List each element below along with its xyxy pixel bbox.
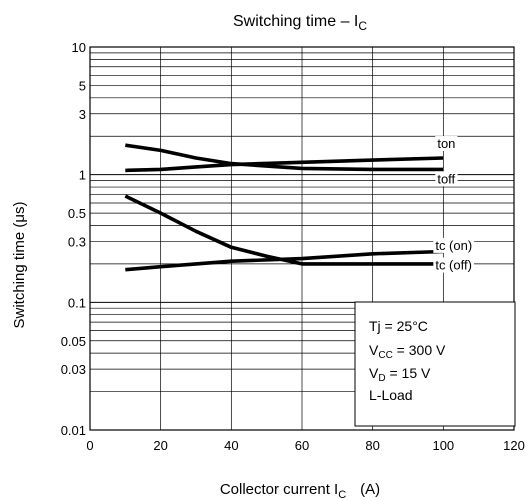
series-label-tc-off: tc (off) bbox=[435, 258, 472, 273]
y-tick-label: 0.05 bbox=[61, 334, 86, 349]
x-tick-label: 40 bbox=[224, 438, 238, 453]
series-label-bg bbox=[433, 257, 474, 273]
x-axis-label-sub: C bbox=[338, 489, 346, 501]
x-axis-label-main: Collector current I bbox=[220, 481, 338, 498]
y-tick-label: 0.03 bbox=[61, 362, 86, 377]
y-tick-label: 5 bbox=[79, 78, 86, 93]
y-tick-label: 0.1 bbox=[68, 295, 86, 310]
series-lines bbox=[124, 143, 444, 272]
x-tick-label: 80 bbox=[365, 438, 379, 453]
y-tick-label: 0.5 bbox=[68, 206, 86, 221]
condition-vd-value: = 15 V bbox=[386, 365, 431, 381]
series-line-toff bbox=[125, 143, 444, 172]
series-line-tc-on bbox=[124, 194, 444, 266]
x-tick-label: 60 bbox=[295, 438, 309, 453]
grid bbox=[90, 47, 514, 430]
condition-vd-sub: D bbox=[378, 373, 385, 384]
y-tick-label: 3 bbox=[79, 107, 86, 122]
chart-title: Switching time – IC bbox=[233, 13, 367, 33]
condition-vcc: VCC = 300 V bbox=[369, 342, 446, 361]
series-label-bg bbox=[433, 237, 475, 253]
condition-vcc-value: = 300 V bbox=[393, 342, 446, 358]
condition-vcc-symbol: V bbox=[369, 342, 379, 358]
condition-vd-symbol: V bbox=[369, 365, 379, 381]
y-tick-label: 0.01 bbox=[61, 423, 86, 438]
condition-vd: VD = 15 V bbox=[369, 365, 431, 384]
plot-frame bbox=[89, 46, 515, 431]
series-labels: ton toff tc (on) tc (off) bbox=[433, 136, 475, 273]
y-axis-label: Switching time (μs) bbox=[11, 201, 28, 328]
conditions-box-frame bbox=[354, 301, 516, 427]
conditions-box: Tj = 25°C VCC = 300 V VD = 15 V L-Load bbox=[354, 301, 516, 427]
series-label-tc-on: tc (on) bbox=[435, 238, 472, 253]
y-tick-label: 10 bbox=[72, 40, 86, 55]
x-axis-label: Collector current IC (A) bbox=[220, 481, 380, 501]
chart-title-main: Switching time – I bbox=[233, 13, 358, 30]
x-tick-label: 0 bbox=[86, 438, 93, 453]
y-tick-label: 0.3 bbox=[68, 234, 86, 249]
series-label-bg bbox=[435, 136, 458, 152]
condition-vcc-sub: CC bbox=[378, 350, 392, 361]
y-tick-label: 1 bbox=[79, 168, 86, 183]
chart-title-sub: C bbox=[358, 19, 367, 33]
x-axis-label-unit: (A) bbox=[360, 481, 380, 498]
series-line-tc-off bbox=[125, 249, 444, 272]
series-label-bg bbox=[435, 171, 458, 187]
series-label-ton: ton bbox=[437, 136, 455, 151]
series-label-toff: toff bbox=[437, 171, 455, 186]
x-tick-label: 20 bbox=[153, 438, 167, 453]
condition-tj: Tj = 25°C bbox=[369, 318, 428, 334]
condition-load: L-Load bbox=[369, 387, 413, 403]
x-tick-label: 120 bbox=[503, 438, 525, 453]
x-tick-label: 100 bbox=[432, 438, 454, 453]
